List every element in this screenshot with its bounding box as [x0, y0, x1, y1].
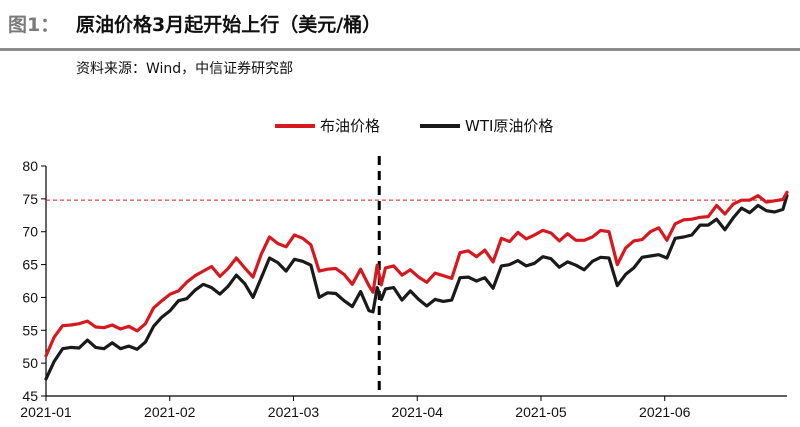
x-tick-label: 2021-03 [268, 404, 320, 420]
y-tick-label: 45 [22, 388, 38, 404]
figure-label: 图1： [8, 14, 60, 36]
x-tick-label: 2021-06 [639, 404, 691, 420]
chart-axes: 45 50 55 60 65 70 75 80 2021-01 2021-02 2021-03 202… [20, 158, 787, 420]
x-tick-label: 2021-01 [20, 404, 72, 420]
legend-label-brent: 布油价格 [320, 117, 380, 135]
y-tick-label: 55 [22, 322, 38, 338]
y-tick-label: 50 [22, 355, 38, 371]
y-tick-label: 80 [22, 158, 38, 174]
series-line-brent [44, 190, 789, 358]
figure-title: 原油价格3月起开始上行（美元/桶） [76, 14, 382, 36]
plot-area [44, 156, 789, 396]
chart-legend: 布油价格 WTI原油价格 [275, 117, 553, 135]
title-divider [0, 48, 800, 51]
figure-header: 图1： 原油价格3月起开始上行（美元/桶） 资料来源：Wind，中信证券研究部 [0, 0, 800, 77]
y-tick-label: 70 [22, 224, 38, 240]
y-tick-label: 60 [22, 289, 38, 305]
x-tick-label: 2021-04 [392, 404, 444, 420]
x-tick-label: 2021-02 [144, 404, 196, 420]
y-tick-label: 75 [22, 191, 38, 207]
legend-label-wti: WTI原油价格 [465, 117, 553, 135]
x-tick-label: 2021-05 [515, 404, 567, 420]
series-line-wti [44, 194, 789, 381]
source-note: 资料来源：Wind，中信证券研究部 [76, 61, 294, 77]
y-tick-label: 65 [22, 257, 38, 273]
